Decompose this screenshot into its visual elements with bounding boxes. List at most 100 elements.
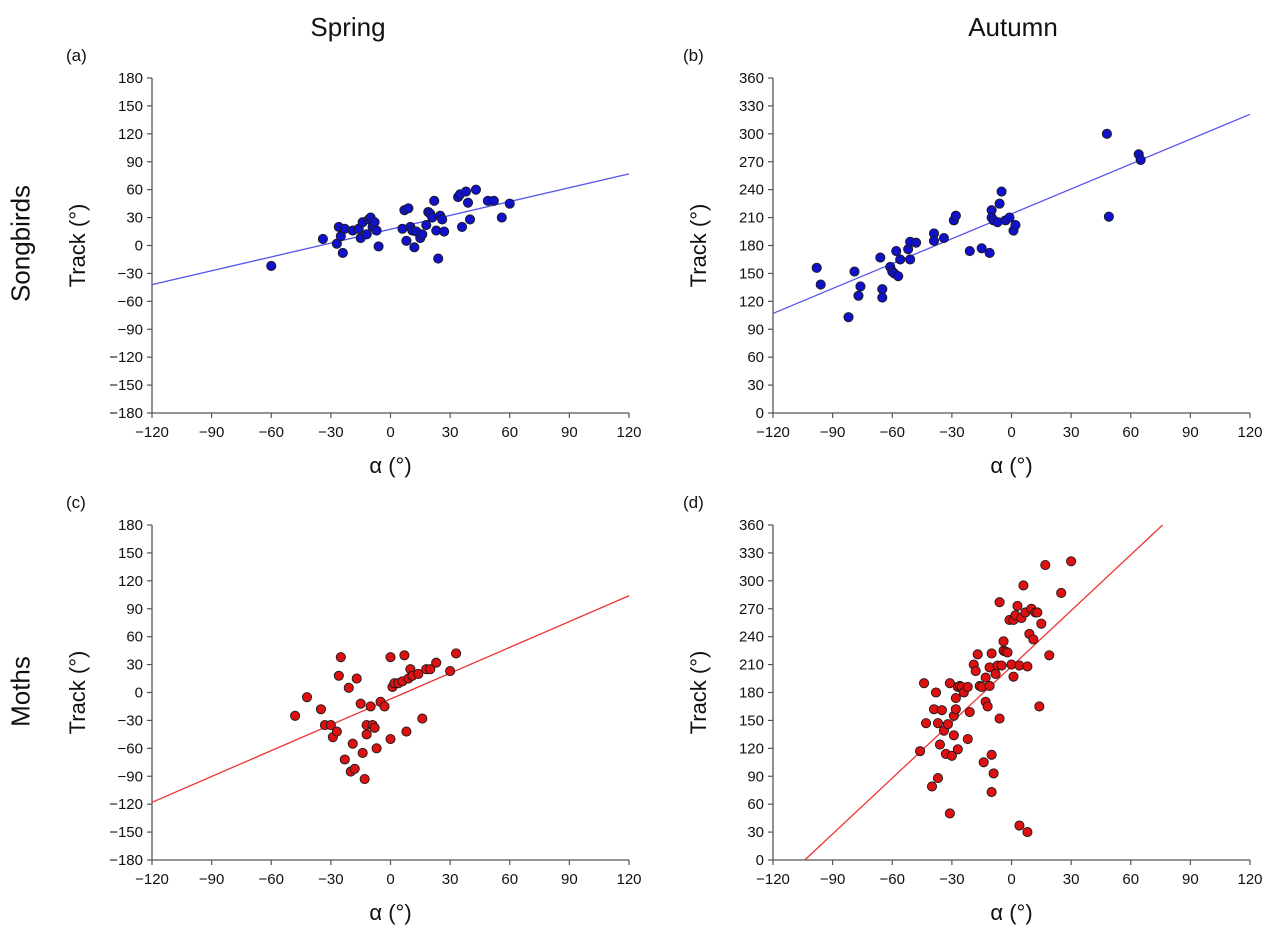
data-point [1008, 671, 1019, 682]
data-point [877, 284, 888, 295]
data-point [371, 743, 382, 754]
y-tick-label: 60 [126, 629, 143, 646]
data-point [333, 670, 344, 681]
y-tick-label: 300 [739, 573, 764, 590]
x-tick-label: −60 [880, 871, 905, 888]
data-point [1018, 580, 1029, 591]
y-tick-label: −90 [118, 768, 143, 785]
data-point [920, 718, 932, 729]
data-point [938, 233, 949, 244]
x-axis-label: α (°) [990, 900, 1032, 925]
y-tick-label: 270 [739, 154, 764, 171]
x-tick-label: −30 [318, 871, 343, 888]
y-tick-label: 180 [739, 238, 764, 255]
column-header-spring: Spring [310, 12, 386, 42]
data-point [946, 750, 957, 761]
data-point [349, 763, 360, 774]
x-tick-label: −60 [259, 424, 284, 441]
data-point [932, 718, 944, 729]
y-tick-label: 330 [739, 98, 764, 115]
y-tick-label: 120 [739, 740, 764, 757]
data-point [339, 754, 350, 765]
data-point [990, 668, 1001, 679]
data-point [1036, 618, 1047, 629]
data-point [504, 198, 515, 209]
regression-line [151, 173, 630, 286]
y-axis-label: Track (°) [686, 204, 711, 288]
y-tick-label: 0 [756, 405, 764, 422]
data-point [811, 262, 822, 273]
data-point [464, 214, 476, 225]
data-point [849, 266, 860, 277]
data-point [855, 281, 866, 292]
data-point [928, 235, 940, 246]
x-tick-label: −120 [135, 424, 169, 441]
y-tick-label: −150 [109, 377, 143, 394]
data-point [315, 704, 326, 715]
data-point [347, 738, 358, 749]
data-point [1012, 600, 1023, 612]
y-tick-label: −60 [118, 740, 143, 757]
data-point [891, 246, 902, 257]
y-tick-label: 150 [739, 265, 764, 282]
y-tick-label: 90 [747, 321, 764, 338]
y-tick-label: 300 [739, 126, 764, 143]
data-point [926, 781, 938, 792]
data-point [1028, 634, 1039, 645]
data-point [994, 713, 1005, 724]
data-point [488, 195, 499, 206]
y-tick-label: 60 [747, 796, 764, 813]
data-point [361, 729, 372, 740]
data-point [401, 726, 412, 737]
data-point [335, 652, 346, 663]
data-point [451, 648, 462, 659]
data-point [964, 706, 975, 718]
data-point [984, 680, 995, 692]
panel-d: (d)0306090120150180210240270300330360−12… [683, 493, 1263, 925]
data-point [361, 229, 372, 240]
data-point [942, 719, 953, 730]
y-tick-label: 150 [118, 545, 143, 562]
data-point [371, 225, 382, 236]
data-point [1004, 212, 1015, 223]
data-point [1034, 701, 1045, 712]
data-point [369, 217, 380, 228]
regression-line [804, 524, 1163, 861]
data-point [365, 701, 376, 712]
data-point [496, 212, 507, 223]
data-point [998, 636, 1009, 647]
x-tick-label: 0 [1007, 871, 1015, 888]
data-point [915, 746, 926, 757]
data-point [982, 701, 993, 712]
x-tick-label: 30 [442, 424, 459, 441]
y-tick-label: −150 [109, 824, 143, 841]
x-tick-label: 90 [1182, 871, 1199, 888]
data-point [357, 747, 368, 759]
panel-label: (c) [66, 493, 86, 512]
data-point [417, 229, 428, 240]
data-point [986, 648, 997, 659]
y-axis-label: Track (°) [65, 651, 90, 735]
y-tick-label: −30 [118, 265, 143, 282]
x-tick-label: −90 [820, 871, 845, 888]
data-point [1032, 607, 1043, 618]
data-point [976, 243, 987, 254]
y-tick-label: 90 [126, 601, 143, 618]
y-tick-label: 30 [126, 210, 143, 227]
data-point [409, 242, 420, 253]
x-tick-label: 60 [1122, 871, 1139, 888]
data-point [359, 773, 370, 785]
x-tick-label: −60 [259, 871, 284, 888]
data-point [351, 673, 362, 684]
data-point [944, 808, 955, 819]
y-axis-label: Track (°) [686, 651, 711, 735]
data-point [893, 271, 904, 282]
x-tick-label: 90 [561, 871, 578, 888]
data-point [445, 666, 456, 677]
data-point [932, 773, 944, 784]
x-tick-label: 60 [501, 424, 518, 441]
data-point [950, 210, 961, 221]
data-point [379, 701, 390, 712]
x-tick-label: −30 [939, 424, 964, 441]
y-tick-label: 90 [747, 768, 764, 785]
